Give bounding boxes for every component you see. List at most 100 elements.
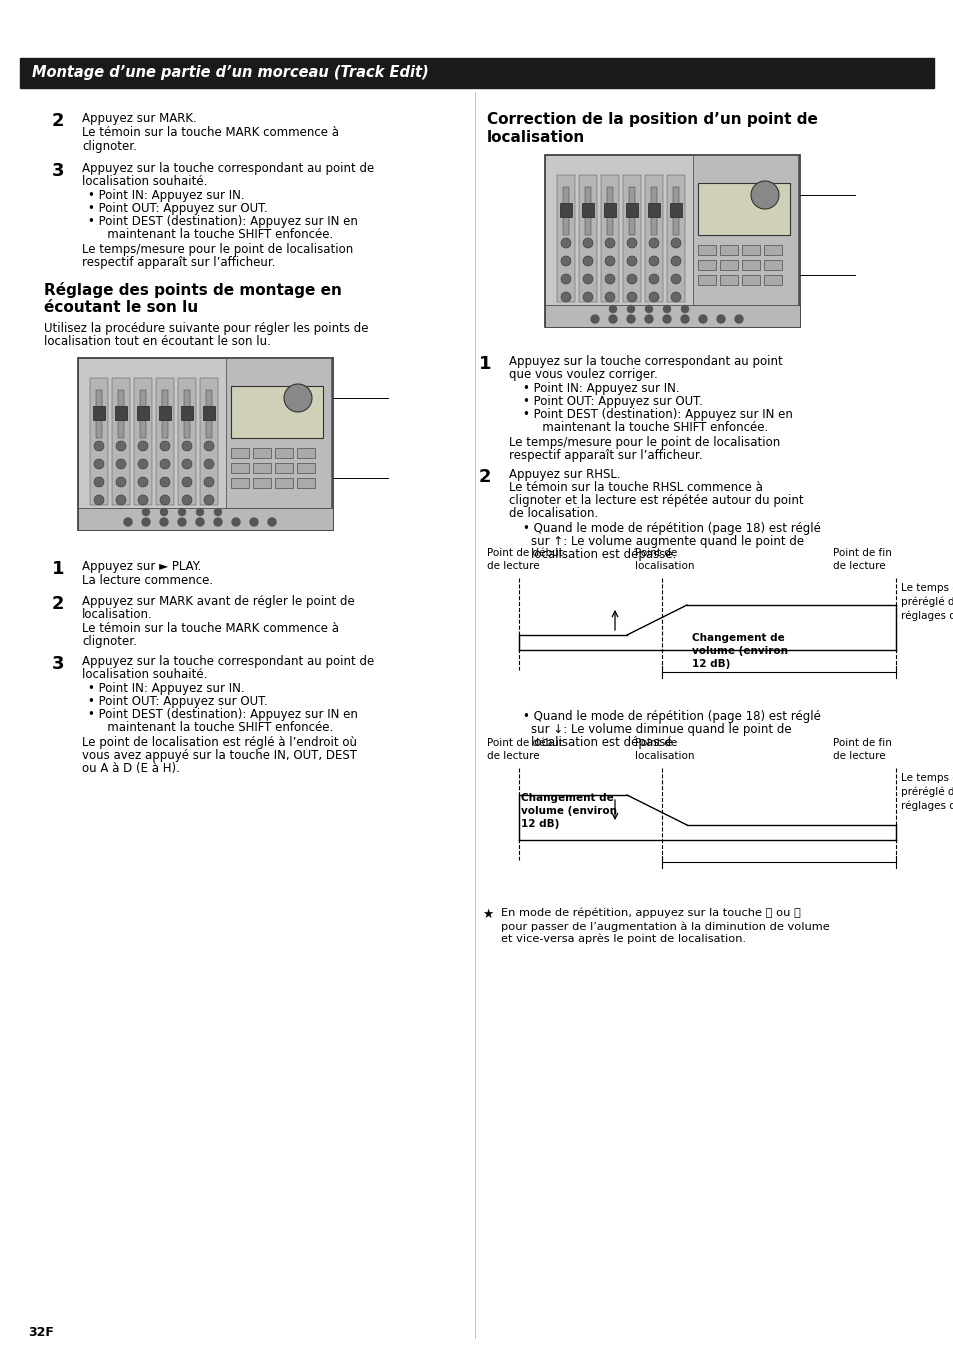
Circle shape [250,517,257,526]
Bar [206,390,212,438]
Bar [178,378,195,505]
Circle shape [204,440,213,451]
Text: respectif apparaît sur l’afficheur.: respectif apparaît sur l’afficheur. [509,449,701,462]
Bar [650,186,657,235]
Circle shape [160,508,168,516]
Bar [78,358,333,530]
Text: clignoter.: clignoter. [82,635,136,648]
Text: Le temps de roll est
préréglé dans les
réglages du système: Le temps de roll est préréglé dans les r… [900,584,953,621]
Bar [647,203,659,218]
Circle shape [178,508,185,516]
Circle shape [195,517,204,526]
Circle shape [645,305,652,312]
Circle shape [138,440,148,451]
Text: Changement de
volume (environ
12 dB): Changement de volume (environ 12 dB) [520,793,617,830]
Text: 1: 1 [478,355,491,373]
Bar [666,176,684,303]
Text: maintenant la touche SHIFT enfoncée.: maintenant la touche SHIFT enfoncée. [96,721,333,734]
Circle shape [268,517,275,526]
Text: Le témoin sur la touche MARK commence à: Le témoin sur la touche MARK commence à [82,126,338,139]
Text: En mode de répétition, appuyez sur la touche ⏮ ou ⏭: En mode de répétition, appuyez sur la to… [500,908,800,919]
Circle shape [648,274,659,284]
Circle shape [560,255,571,266]
Circle shape [116,477,126,486]
Circle shape [138,459,148,469]
Bar [200,378,218,505]
Text: sur ↑: Le volume augmente quand le point de: sur ↑: Le volume augmente quand le point… [531,535,803,549]
Circle shape [644,315,652,323]
Bar [112,378,130,505]
Circle shape [604,255,615,266]
Circle shape [670,292,680,303]
Circle shape [560,238,571,249]
Text: localisation.: localisation. [82,608,152,621]
Text: Appuyez sur la touche correspondant au point de: Appuyez sur la touche correspondant au p… [82,655,374,667]
Text: localisation: localisation [486,130,584,145]
Circle shape [626,238,637,249]
Circle shape [560,292,571,303]
Bar [562,186,568,235]
Text: La lecture commence.: La lecture commence. [82,574,213,586]
Text: Appuyez sur la touche correspondant au point: Appuyez sur la touche correspondant au p… [509,355,781,367]
Circle shape [138,477,148,486]
Bar [159,407,171,420]
Circle shape [626,255,637,266]
Text: 1: 1 [52,561,65,578]
Bar [296,449,314,458]
Bar [603,203,616,218]
Bar [203,407,214,420]
Circle shape [604,292,615,303]
Text: • Point DEST (destination): Appuyez sur IN en: • Point DEST (destination): Appuyez sur … [88,708,357,721]
Text: Le témoin sur la touche MARK commence à: Le témoin sur la touche MARK commence à [82,621,338,635]
Circle shape [626,315,635,323]
Circle shape [142,508,150,516]
Text: Point de début
de lecture: Point de début de lecture [486,738,562,761]
Bar [584,186,590,235]
Text: de localisation.: de localisation. [509,507,598,520]
Circle shape [670,255,680,266]
Bar [698,245,716,255]
Bar [162,390,168,438]
Text: 2: 2 [52,594,65,613]
Bar [698,182,789,235]
Circle shape [582,274,593,284]
Circle shape [160,494,170,505]
Bar [741,276,760,285]
Circle shape [182,477,192,486]
Bar [274,478,293,488]
Circle shape [734,315,742,323]
Circle shape [670,238,680,249]
Bar [253,463,271,473]
Circle shape [204,494,213,505]
Circle shape [648,255,659,266]
Text: Appuyez sur la touche correspondant au point de: Appuyez sur la touche correspondant au p… [82,162,374,176]
Text: Point de fin
de lecture: Point de fin de lecture [832,738,891,761]
Text: écoutant le son lu: écoutant le son lu [44,300,198,315]
Bar [96,390,102,438]
Text: • Point IN: Appuyez sur IN.: • Point IN: Appuyez sur IN. [88,682,244,694]
Circle shape [138,494,148,505]
Bar [90,378,108,505]
Text: 3: 3 [52,655,65,673]
Circle shape [204,459,213,469]
Text: localisation souhaité.: localisation souhaité. [82,667,207,681]
Text: • Point IN: Appuyez sur IN.: • Point IN: Appuyez sur IN. [88,189,244,203]
Text: • Point DEST (destination): Appuyez sur IN en: • Point DEST (destination): Appuyez sur … [522,408,792,422]
Bar [226,358,331,508]
Bar [78,508,333,530]
Circle shape [182,440,192,451]
Text: 2: 2 [478,467,491,486]
Text: localisation tout en écoutant le son lu.: localisation tout en écoutant le son lu. [44,335,271,349]
Text: Appuyez sur MARK.: Appuyez sur MARK. [82,112,196,126]
Circle shape [662,305,670,312]
Bar [133,378,152,505]
Circle shape [627,305,634,312]
Text: Le témoin sur la touche RHSL commence à: Le témoin sur la touche RHSL commence à [509,481,762,494]
Text: Point de début
de lecture: Point de début de lecture [486,549,562,571]
Circle shape [717,315,724,323]
Circle shape [680,305,688,312]
Circle shape [582,238,593,249]
Bar [253,478,271,488]
Circle shape [609,305,616,312]
Bar [231,386,323,438]
